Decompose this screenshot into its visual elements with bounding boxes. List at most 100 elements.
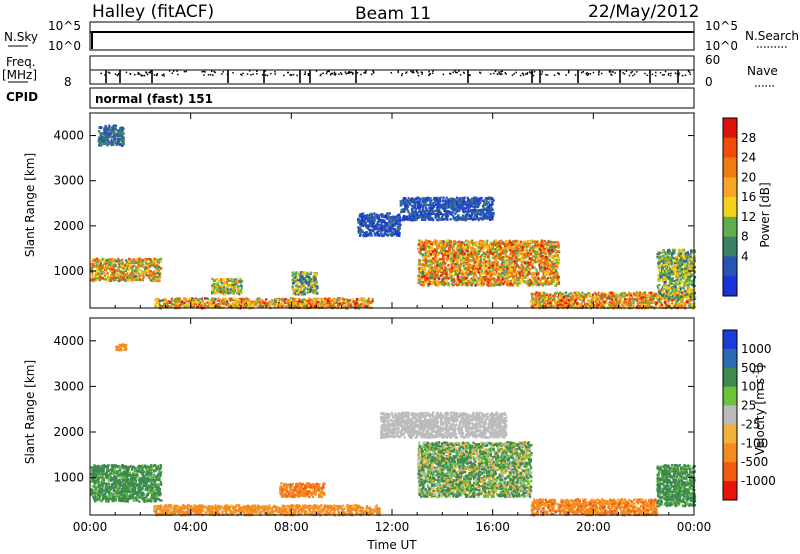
scatter-cell <box>316 291 319 295</box>
scatter-cell <box>403 199 407 203</box>
nave-mark <box>455 71 457 74</box>
scatter-cell <box>104 124 107 128</box>
scatter-cell <box>95 270 98 273</box>
nave-mark <box>688 71 691 74</box>
nave-mark <box>100 72 102 75</box>
scatter-cell <box>239 289 242 292</box>
scatter-cell <box>422 209 425 212</box>
scatter-cell <box>318 305 322 308</box>
nave-mark <box>545 73 547 76</box>
scatter-cell <box>368 216 371 220</box>
nave-mark <box>161 74 164 76</box>
scatter-cell <box>121 126 124 130</box>
nave-mark <box>185 70 187 73</box>
scatter-cell <box>295 284 298 288</box>
scatter-cell <box>149 265 152 268</box>
scatter-cell <box>116 260 119 263</box>
scatter-cell <box>101 136 104 139</box>
scatter-cell <box>299 303 302 306</box>
scatter-cell <box>98 266 101 270</box>
scatter-cell <box>94 275 97 278</box>
scatter-cell <box>380 232 383 235</box>
nave-mark <box>203 70 205 73</box>
nave-mark <box>632 74 634 77</box>
scatter-cell <box>548 268 551 271</box>
scatter-cell <box>129 258 132 261</box>
nave-mark <box>177 73 179 76</box>
scatter-cell <box>361 305 364 308</box>
nave-mark <box>207 74 210 76</box>
scatter-cell <box>104 142 107 145</box>
nave-mark <box>270 72 272 75</box>
scatter-cell <box>305 302 308 305</box>
scatter-cell <box>103 129 106 132</box>
scatter-cell <box>112 264 115 267</box>
scatter-cell <box>145 274 148 277</box>
scatter-cell <box>425 208 428 211</box>
scatter-cell <box>142 260 145 263</box>
scatter-cell <box>413 211 416 214</box>
scatter-cell <box>294 305 297 309</box>
scatter-cell <box>476 199 479 202</box>
scatter-cell <box>120 129 123 132</box>
freq-panel: Freq. [MHz] 8 60 0 Nave <box>2 53 778 89</box>
nave-mark <box>140 74 142 76</box>
scatter-cell <box>92 259 95 263</box>
scatter-cell <box>126 274 129 277</box>
scatter-cell <box>145 258 148 261</box>
nave-mark <box>340 73 343 75</box>
scatter-cell <box>266 302 269 305</box>
nave-mark <box>330 72 332 75</box>
scatter-cell <box>117 269 120 272</box>
scatter-cell <box>128 264 131 267</box>
nave-mark <box>417 72 419 74</box>
nave-mark <box>526 72 529 74</box>
nave-mark <box>587 73 590 75</box>
scatter-cell <box>170 301 173 305</box>
scatter-cell <box>387 212 390 215</box>
scatter-cell <box>121 142 125 146</box>
scatter-cell <box>97 271 100 274</box>
scatter-cell <box>413 217 416 221</box>
scatter-cell <box>103 262 106 266</box>
scatter-cell <box>222 301 225 304</box>
scatter-cell <box>124 264 127 267</box>
scatter-cell <box>167 304 170 308</box>
scatter-cell <box>543 239 546 243</box>
nave-mark <box>315 70 318 72</box>
scatter-cell <box>465 214 468 218</box>
scatter-cell <box>131 269 134 272</box>
scatter-cell <box>275 304 279 307</box>
scatter-cell <box>184 299 187 303</box>
nave-mark <box>568 70 570 72</box>
scatter-cell <box>100 259 103 262</box>
scatter-cell <box>109 133 112 136</box>
scatter-cell <box>427 212 430 215</box>
scatter-cell <box>485 199 488 203</box>
scatter-cell <box>365 300 369 303</box>
scatter-cell <box>193 300 196 303</box>
nave-mark <box>348 70 350 73</box>
scatter-cell <box>307 283 310 287</box>
nave-mark <box>347 72 349 74</box>
scatter-cell <box>427 255 430 258</box>
nave-mark <box>400 74 403 77</box>
scatter-cell <box>154 265 157 268</box>
scatter-cell <box>303 272 306 276</box>
scatter-cell <box>123 275 126 278</box>
scatter-cell <box>287 303 290 307</box>
scatter-cell <box>120 275 123 278</box>
scatter-cell <box>471 210 474 213</box>
scatter-cell <box>411 213 414 216</box>
scatter-cell <box>408 217 412 221</box>
scatter-cell <box>321 298 324 302</box>
nave-tick-bottom: 0 <box>705 75 713 89</box>
scatter-cell <box>402 214 406 218</box>
scatter-cell <box>170 299 173 302</box>
scatter-cell <box>442 196 445 199</box>
scatter-cell <box>120 132 123 135</box>
scatter-cell <box>296 281 299 284</box>
scatter-cell <box>345 305 348 308</box>
scatter-cell <box>261 305 264 308</box>
scatter-cell <box>137 269 140 272</box>
